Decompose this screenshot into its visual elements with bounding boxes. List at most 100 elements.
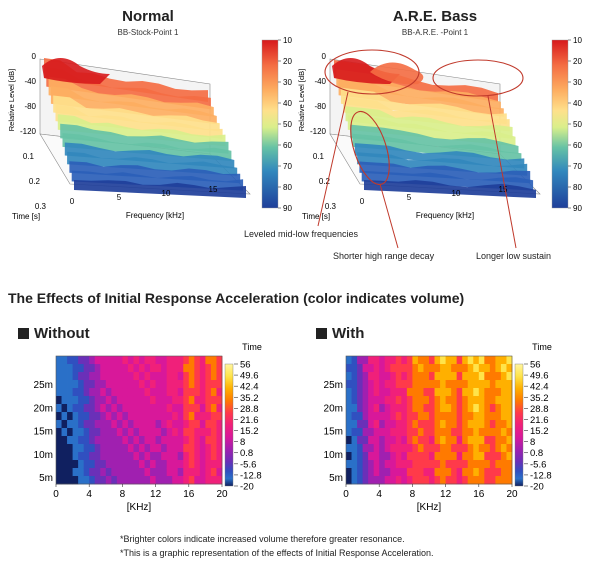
heatmap-cell: [495, 356, 502, 365]
heatmap-cell: [56, 396, 62, 405]
colorbar-tick-label: 90: [283, 204, 292, 213]
heatmap-cell: [429, 460, 435, 469]
surface-strip: [48, 76, 214, 117]
heatmap-cell: [478, 468, 485, 477]
heatmap-cell: [133, 380, 140, 389]
heatmap-cell: [406, 444, 413, 453]
heatmap-cell: [210, 388, 217, 397]
heatmap-cell: [177, 468, 184, 477]
heatmap-cell: [379, 476, 386, 485]
heatmap-cell: [346, 412, 352, 421]
heatmap-cell: [445, 380, 452, 389]
without-label: Without: [34, 325, 90, 342]
time-label: Time: [242, 342, 262, 352]
z-axis-label: Relative Level [dB]: [297, 69, 306, 132]
heatmap-cell: [379, 428, 386, 437]
heatmap-cell: [177, 420, 184, 429]
colorbar-tick-label: 80: [573, 183, 582, 192]
heatmap-cell: [506, 444, 513, 453]
heatmap-cell: [473, 388, 480, 397]
heatmap-cell: [105, 388, 112, 397]
heatmap-cell: [78, 396, 85, 405]
heatmap-cell: [368, 412, 375, 421]
heatmap-cell: [467, 364, 474, 373]
heatmap-cell: [462, 388, 469, 397]
heatmap-cell: [467, 388, 474, 397]
y-tick-label: 25m: [324, 380, 343, 391]
heatmap-cell: [406, 404, 413, 413]
colorbar-tick-label: 8: [240, 437, 245, 448]
heatmap-cell: [155, 356, 162, 365]
heatmap-cell: [384, 452, 391, 461]
heatmap-cell: [72, 356, 79, 365]
heatmap-cell: [72, 412, 79, 421]
heatmap-cell: [379, 364, 386, 373]
heatmap-cell: [412, 364, 419, 373]
heatmap-cell: [429, 412, 435, 421]
heatmap-cell: [489, 436, 496, 445]
heatmap-cell: [379, 404, 386, 413]
heatmap-cell: [445, 420, 452, 429]
heatmap-cell: [362, 388, 369, 397]
heatmap-cell: [489, 460, 496, 469]
heatmap-cell: [172, 444, 179, 453]
heatmap-cell: [72, 428, 79, 437]
colorbar-tick-label: 15.2: [530, 426, 549, 437]
surface-strip: [354, 143, 525, 169]
heatmap-cell: [467, 372, 474, 381]
colorbar-tick-label: 60: [573, 141, 582, 150]
heatmap-cell: [406, 356, 413, 365]
heatmap-cell: [56, 420, 62, 429]
heatmap-cell: [216, 356, 223, 365]
heatmap-cell: [172, 420, 179, 429]
colorbar-tick-label: 21.6: [240, 415, 259, 426]
heatmap-cell: [150, 412, 156, 421]
colorbar-tick-label: 10: [283, 36, 292, 45]
heatmap-cell: [473, 476, 480, 485]
heatmap-cell: [177, 380, 184, 389]
heatmap-cell: [451, 420, 458, 429]
callout-line-longer: [487, 95, 517, 249]
frequency-tick-label: 0: [360, 197, 365, 206]
heatmap-cell: [357, 444, 363, 453]
heatmap-cell: [478, 388, 485, 397]
heatmap-cell: [177, 364, 184, 373]
colorbar-tick-label: 15.2: [240, 426, 259, 437]
heatmap-cell: [56, 444, 62, 453]
heatmap-cell: [161, 460, 168, 469]
heatmap-cell: [351, 364, 358, 373]
heatmap-cell: [456, 412, 463, 421]
heatmap-cell: [500, 436, 507, 445]
heatmap-cell: [495, 388, 502, 397]
z-tick-label: -120: [20, 127, 37, 136]
heatmap-cell: [122, 388, 129, 397]
heatmap-cell: [495, 476, 502, 485]
heatmap-cell: [89, 372, 96, 381]
heatmap-cell: [177, 372, 184, 381]
heatmap-cell: [423, 436, 430, 445]
heatmap-cell: [116, 404, 123, 413]
heatmap-cell: [111, 404, 118, 413]
heatmap-cell: [61, 452, 68, 461]
heatmap-cell: [67, 476, 73, 485]
heatmap-cell: [144, 412, 151, 421]
heatmap-cell: [172, 388, 179, 397]
heatmap-cell: [56, 356, 62, 365]
heatmap-cell: [61, 444, 68, 453]
heatmap-cell: [434, 356, 441, 365]
surface-strip: [46, 67, 211, 110]
heatmap-cell: [456, 476, 463, 485]
heatmap-cell: [78, 380, 85, 389]
heatmap-cell: [384, 372, 391, 381]
heatmap-cell: [111, 436, 118, 445]
heatmap-cell: [67, 404, 73, 413]
heatmap-cell: [78, 436, 85, 445]
heatmap-cell: [412, 420, 419, 429]
heatmap-cell: [478, 364, 485, 373]
heatmap-cell: [351, 476, 358, 485]
heatmap-cell: [412, 452, 419, 461]
heatmap-cell: [210, 404, 217, 413]
heatmap-cell: [368, 372, 375, 381]
heatmap-cell: [406, 428, 413, 437]
heatmap-cell: [362, 468, 369, 477]
